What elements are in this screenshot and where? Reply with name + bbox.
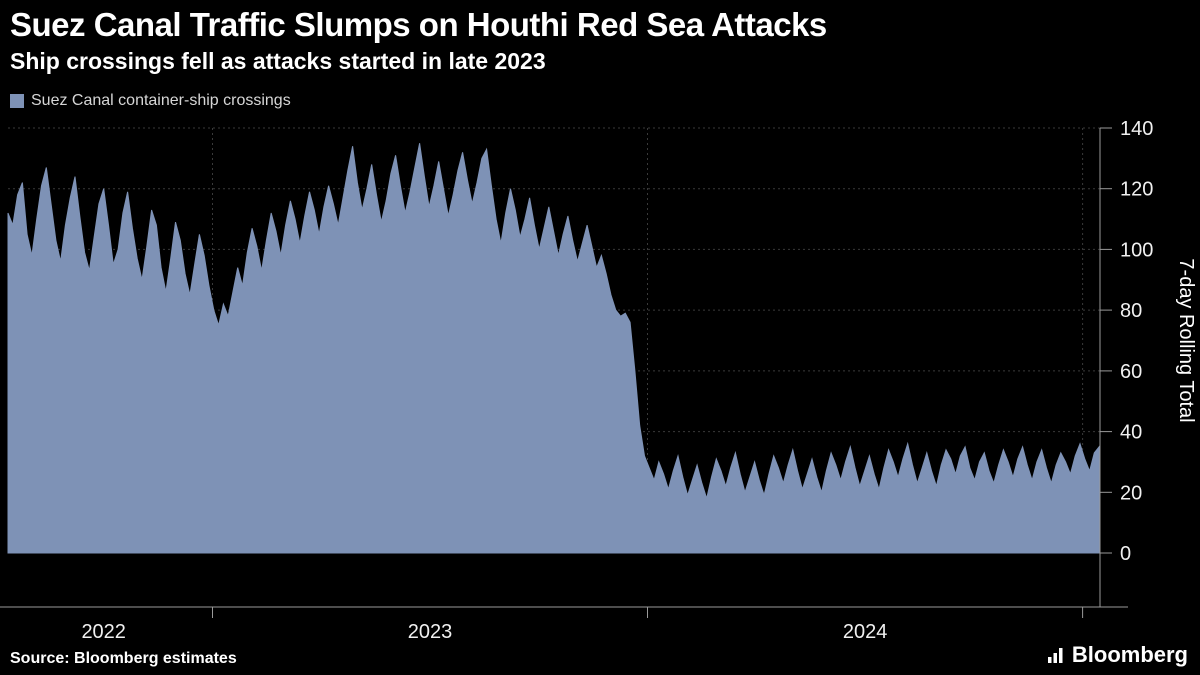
- svg-text:0: 0: [1120, 543, 1131, 565]
- svg-text:40: 40: [1120, 422, 1142, 444]
- legend: Suez Canal container-ship crossings: [10, 92, 291, 110]
- svg-text:100: 100: [1120, 239, 1153, 261]
- legend-label: Suez Canal container-ship crossings: [31, 92, 291, 109]
- svg-text:7-day Rolling Total: 7-day Rolling Total: [1175, 258, 1197, 422]
- svg-text:80: 80: [1120, 300, 1142, 322]
- area-chart: 2022 2023 2024 0 20 40 60 80 100 120 140 7-day Roll…: [0, 118, 1197, 643]
- chart-subtitle: Ship crossings fell as attacks started i…: [10, 47, 546, 74]
- bloomberg-chart-icon: [1047, 647, 1063, 663]
- legend-swatch-icon: [10, 94, 24, 108]
- svg-text:2023: 2023: [408, 621, 453, 643]
- svg-text:2024: 2024: [843, 621, 888, 643]
- chart-title: Suez Canal Traffic Slumps on Houthi Red …: [10, 6, 827, 43]
- source-note: Source: Bloomberg estimates: [10, 650, 237, 667]
- svg-text:2022: 2022: [81, 621, 126, 643]
- bloomberg-wordmark: Bloomberg: [1071, 642, 1188, 667]
- chart-header: Suez Canal Traffic Slumps on Houthi Red …: [10, 6, 827, 75]
- svg-text:20: 20: [1120, 482, 1142, 504]
- svg-text:140: 140: [1120, 118, 1153, 140]
- svg-text:60: 60: [1120, 361, 1142, 383]
- bloomberg-logo: Bloomberg: [1047, 642, 1188, 668]
- svg-text:120: 120: [1120, 179, 1153, 201]
